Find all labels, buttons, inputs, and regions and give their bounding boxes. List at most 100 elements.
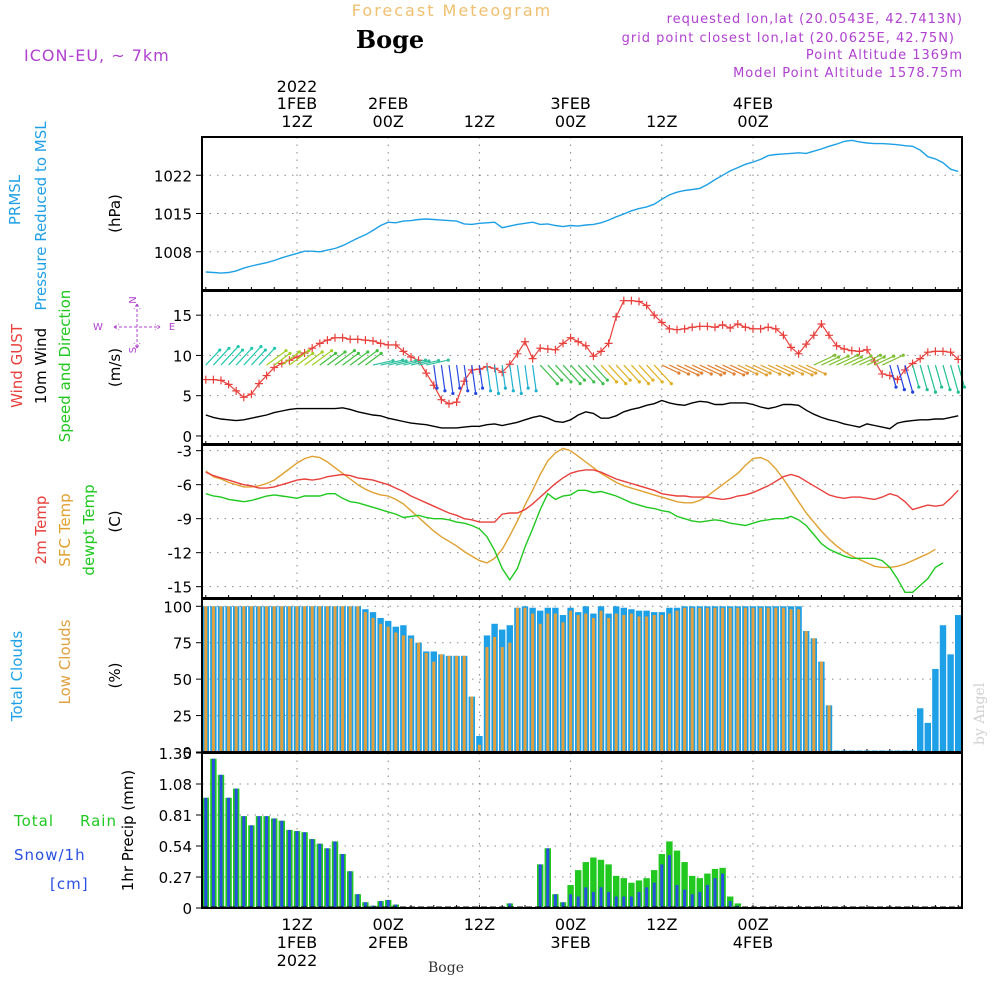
snow-bar xyxy=(257,816,261,908)
wind-direction-arrow xyxy=(562,364,581,385)
bottom-date-label: 1FEB xyxy=(277,933,317,952)
wind-arrow-head xyxy=(250,346,254,350)
wind-arrow-head xyxy=(742,373,746,377)
wind-arrow-head xyxy=(352,349,356,353)
wind-direction-arrow xyxy=(516,365,522,394)
wind-arrow-head xyxy=(601,381,605,386)
gust-marker xyxy=(247,390,256,399)
compass-e: E xyxy=(169,322,175,333)
wind-arrow-head xyxy=(956,390,960,394)
wind-arrow-head xyxy=(288,351,292,355)
wind-direction-arrow xyxy=(372,359,394,366)
snow-bar xyxy=(561,902,565,908)
wind-arrow-head xyxy=(810,373,814,377)
y-tick-label: 1.08 xyxy=(159,776,192,794)
y-tick-label: 0.54 xyxy=(159,838,192,856)
wind-direction-arrow xyxy=(874,355,894,366)
gust-marker xyxy=(528,354,537,363)
wind-direction-arrow xyxy=(737,364,758,375)
wind-arrow-head xyxy=(379,351,383,355)
wind-arrow-head xyxy=(846,354,850,358)
snow-bar xyxy=(394,904,398,908)
snow-bar xyxy=(363,902,367,908)
snow-bar xyxy=(211,758,215,908)
wind-arrow-head xyxy=(917,385,921,389)
wind-arrow-head xyxy=(646,381,651,386)
bottom-year-label: 2022 xyxy=(277,951,318,970)
wind-arrow-head xyxy=(343,350,347,354)
snow-bar xyxy=(652,882,656,908)
y-tick-label: 0 xyxy=(182,744,192,762)
wind-direction-arrow xyxy=(676,364,699,376)
gust-marker xyxy=(847,346,856,355)
snow-bar xyxy=(310,839,314,908)
wind-direction-arrow xyxy=(600,364,617,383)
wind-direction-arrow xyxy=(433,365,438,389)
low-cloud-bar xyxy=(439,654,443,752)
wind-direction-arrow xyxy=(821,356,839,366)
gust-marker xyxy=(832,341,841,350)
wind-arrow-head xyxy=(732,372,736,376)
wind-direction-arrow xyxy=(463,365,469,391)
panel-label-speed-dir: Speed and Direction xyxy=(56,290,74,443)
wind-arrow-head xyxy=(605,378,609,382)
snow-bar xyxy=(219,774,223,908)
gust-marker xyxy=(802,340,811,349)
wind-arrow-head xyxy=(488,389,493,393)
low-cloud-bar xyxy=(333,606,337,752)
wind-direction-arrow xyxy=(440,365,446,391)
y-tick-label: 0.27 xyxy=(159,869,192,887)
low-cloud-bar xyxy=(379,623,383,752)
gust-marker xyxy=(779,331,788,340)
snow-bar xyxy=(553,894,557,908)
wind-arrow-head xyxy=(297,350,301,354)
wind-direction-arrow xyxy=(912,364,920,388)
wind-direction-arrow xyxy=(592,364,608,381)
gust-marker xyxy=(771,324,780,333)
rain-bar xyxy=(628,882,635,908)
wind-direction-arrow xyxy=(228,349,243,366)
wind-direction-arrow xyxy=(509,365,514,391)
wind-arrow-head xyxy=(892,354,896,358)
snow-bar xyxy=(341,854,345,908)
gust-marker xyxy=(817,320,826,329)
low-cloud-bar xyxy=(318,606,322,752)
low-cloud-bar xyxy=(462,655,466,752)
gust-marker xyxy=(521,337,529,346)
snow-bar xyxy=(576,896,580,908)
low-cloud-bar xyxy=(394,632,398,752)
low-cloud-bar xyxy=(265,606,269,752)
low-cloud-bar xyxy=(470,696,474,752)
y-tick-label: 50 xyxy=(173,671,192,689)
low-cloud-bar xyxy=(614,613,618,752)
wind-direction-arrow xyxy=(585,364,604,385)
wind-arrow-head xyxy=(869,354,873,358)
low-cloud-bar xyxy=(698,607,702,752)
low-cloud-bar xyxy=(667,613,671,752)
wind-arrow-head xyxy=(764,373,769,377)
low-cloud-bar xyxy=(348,606,352,752)
wind-direction-arrow xyxy=(950,364,959,393)
wind-arrow-head xyxy=(660,380,664,384)
gust-marker xyxy=(559,339,567,348)
wind-arrow-head xyxy=(833,353,837,357)
low-cloud-bar xyxy=(553,613,557,752)
gust-marker xyxy=(764,323,773,332)
wind-direction-arrow xyxy=(646,364,663,383)
wind-arrow-head xyxy=(709,372,713,376)
gust-marker xyxy=(893,375,902,384)
gust-marker xyxy=(878,369,887,378)
low-cloud-bar xyxy=(599,610,603,752)
gust-marker xyxy=(536,344,545,353)
gust-marker xyxy=(855,347,864,356)
wind-arrow-head xyxy=(436,358,441,363)
low-cloud-bar xyxy=(736,607,740,752)
wind-direction-arrow xyxy=(365,352,382,366)
snow-bar xyxy=(538,864,542,908)
wind-arrow-head xyxy=(722,371,727,375)
snow-bar xyxy=(356,894,360,908)
low-cloud-bar xyxy=(219,606,223,752)
wind-arrow-head xyxy=(272,346,277,350)
y-tick-label: -15 xyxy=(168,579,193,597)
top-hour-label: 12Z xyxy=(646,112,677,131)
